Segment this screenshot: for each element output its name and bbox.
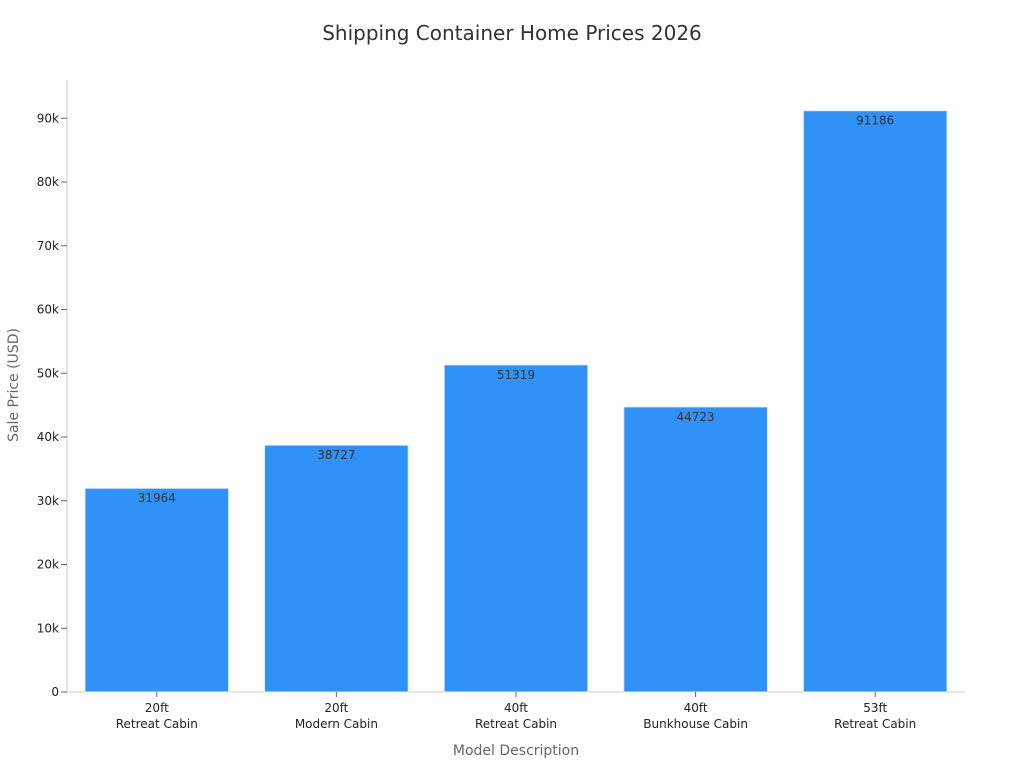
y-tick-label: 60k: [37, 303, 59, 317]
x-tick-label: 40ft: [504, 701, 528, 715]
x-tick-label: 20ft: [145, 701, 169, 715]
y-tick-label: 50k: [37, 366, 59, 380]
y-tick-label: 30k: [37, 494, 59, 508]
y-axis-ticks: 0 10k 20k 30k 40k 50k 60k 70k 80k 90k: [37, 111, 67, 699]
y-axis-title: Sale Price (USD): [6, 328, 22, 442]
y-tick-label: 90k: [37, 111, 59, 125]
y-tick-label: 80k: [37, 175, 59, 189]
bar: [84, 487, 230, 693]
x-tick-label: 40ft: [684, 701, 708, 715]
x-tick-label: Retreat Cabin: [116, 717, 198, 731]
y-tick-label: 20k: [37, 558, 59, 572]
y-tick-label: 10k: [37, 621, 59, 635]
bar: [443, 364, 589, 693]
bars-group: 31964 38727 51319 44723 91186: [84, 110, 948, 693]
bar: [802, 110, 948, 693]
bar-value-label: 44723: [677, 410, 715, 424]
bar: [264, 444, 409, 693]
bar-value-label: 31964: [138, 491, 176, 505]
x-tick-label: 53ft: [863, 701, 887, 715]
x-tick-label: Bunkhouse Cabin: [643, 717, 748, 731]
x-tick-label: Retreat Cabin: [475, 717, 557, 731]
x-tick-label: Modern Cabin: [295, 717, 378, 731]
y-tick-label: 70k: [37, 239, 59, 253]
chart-title: Shipping Container Home Prices 2026: [322, 21, 702, 45]
bar-value-label: 51319: [497, 368, 535, 382]
x-axis-title: Model Description: [453, 743, 579, 759]
x-tick-label: 20ft: [324, 701, 348, 715]
y-tick-label: 40k: [37, 430, 59, 444]
y-tick-label: 0: [51, 685, 59, 699]
bar-value-label: 91186: [856, 114, 894, 128]
bar-value-label: 38727: [317, 448, 355, 462]
x-tick-label: Retreat Cabin: [834, 717, 916, 731]
bar: [623, 406, 768, 693]
x-axis-ticks: 20ft Retreat Cabin 20ft Modern Cabin 40ft Ret…: [116, 692, 916, 731]
